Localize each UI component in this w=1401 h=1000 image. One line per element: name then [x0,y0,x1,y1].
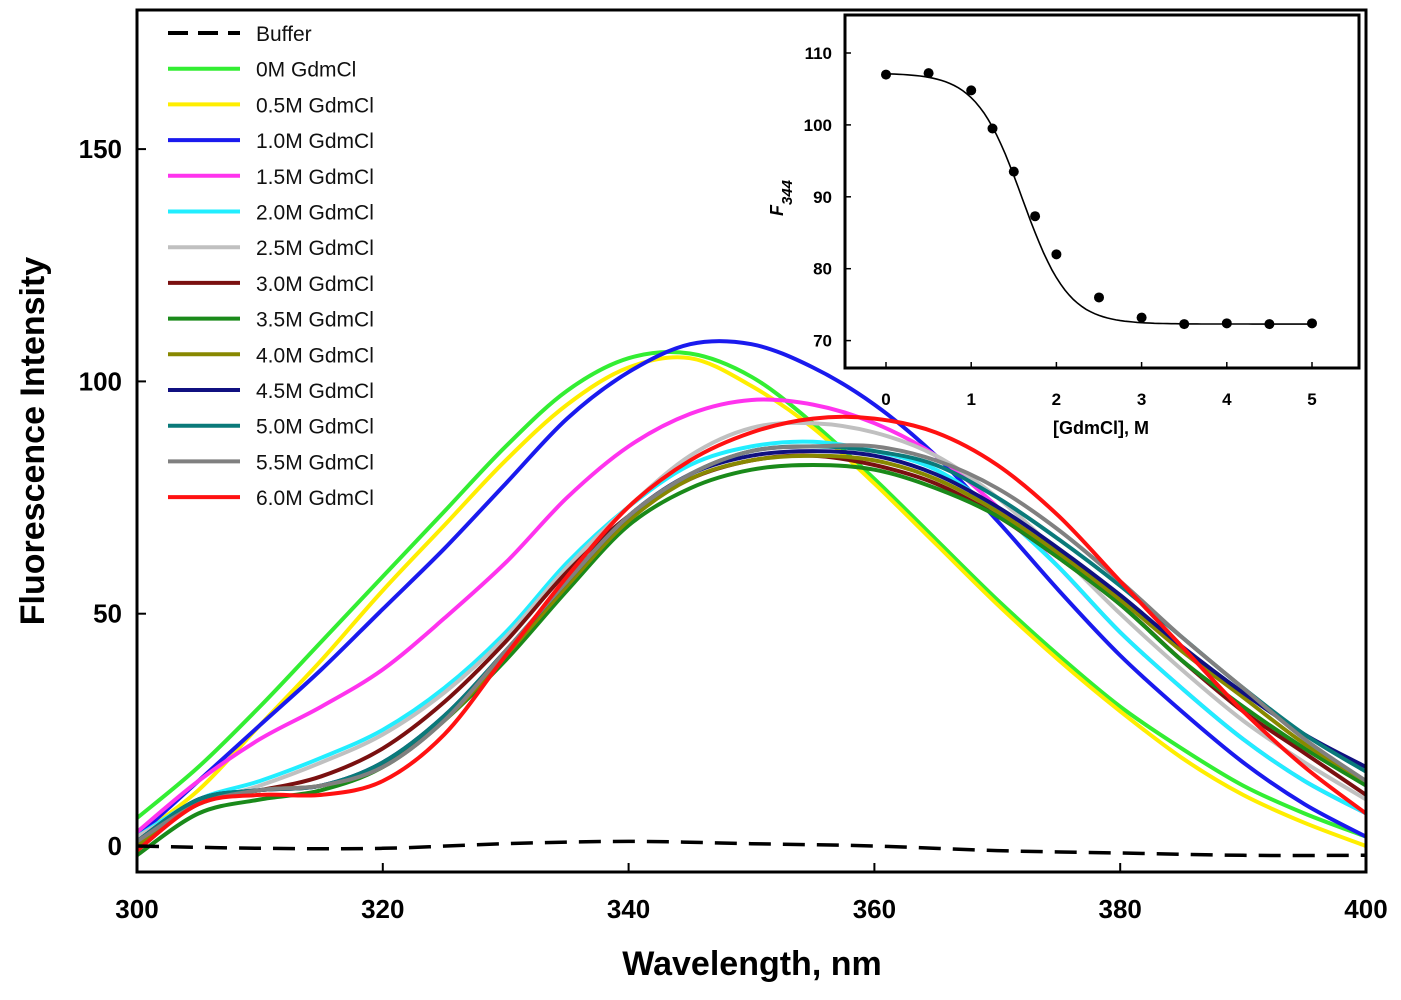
y-tick-label: 50 [93,599,122,629]
inset-y-axis-title: F344 [767,179,796,216]
inset-y-tick-label: 110 [805,44,832,63]
series-line-2 [137,355,1366,848]
inset-data-point [923,68,934,79]
inset-data-point [881,69,891,80]
inset-y-title-sub: 344 [779,179,796,205]
main-plot-frame [135,8,1368,874]
inset-y-tick-label: 80 [813,260,832,279]
inset-data-point [1008,166,1019,177]
x-tick-label: 340 [607,894,650,924]
inset-fit-line [885,73,1312,325]
legend-label: 4.5M GdmCl [256,380,374,403]
inset-data-point [1307,318,1317,329]
series-line-13 [137,414,1366,853]
legend-label: Buffer [256,23,312,46]
inset-y-title-main: F [767,204,787,216]
main-x-axis-title: Wavelength, nm [622,945,881,983]
legend-label: 1.0M GdmCl [256,130,374,153]
x-tick-label: 400 [1344,894,1387,924]
inset-y-tick-label: 90 [813,188,832,207]
series-line-3 [137,339,1366,839]
legend-label: 2.5M GdmCl [256,237,374,260]
legend: Buffer 0M GdmCl 0.5M GdmCl 1.0M GdmCl 1.5M G… [168,23,374,510]
legend-label: 3.0M GdmCl [256,273,374,296]
inset-data-point [1179,319,1190,330]
legend-label: 1.5M GdmCl [256,166,374,189]
legend-label: 2.0M GdmCl [256,202,374,225]
inset-fit-curve [885,73,1312,325]
legend-label: 6.0M GdmCl [256,487,374,510]
inset-data-point [987,123,998,134]
main-plot-series [137,339,1366,858]
x-tick-label: 320 [361,894,404,924]
inset-data-point [966,85,977,96]
x-tick-label: 380 [1099,894,1142,924]
legend-label: 5.0M GdmCl [256,416,374,439]
inset-data-point [1221,318,1232,329]
inset-axis-ticks: 0 1 2 3 4 5 70 80 90 100 110 [804,44,1317,409]
inset-x-tick-label: 2 [1052,390,1061,409]
series-line-0 [137,839,1366,858]
legend-label: 3.5M GdmCl [256,309,374,332]
series-line-5 [137,439,1366,839]
y-tick-label: 0 [108,831,122,861]
inset-data-point [1030,211,1041,222]
inset-data-point [1264,319,1275,330]
y-tick-label: 100 [79,366,122,396]
inset-data-points [881,68,1317,330]
inset-x-tick-label: 5 [1307,390,1316,409]
inset-frame [843,13,1361,370]
x-tick-label: 360 [853,894,896,924]
inset-data-point [1051,249,1062,260]
inset-x-tick-label: 1 [966,390,975,409]
legend-label: 0.5M GdmCl [256,94,374,117]
y-tick-label: 150 [79,134,122,164]
inset-x-tick-label: 3 [1137,390,1146,409]
legend-label: 0M GdmCl [256,59,356,82]
series-line-12 [137,443,1366,844]
series-line-1 [137,349,1366,839]
inset-x-tick-label: 0 [881,390,890,409]
inset-data-point [1094,292,1104,303]
series-line-6 [137,420,1366,839]
main-y-axis-title: Fluorescence Intensity [14,257,52,626]
inset-x-axis-title: [GdmCl], M [1053,418,1149,438]
inset-y-tick-label: 70 [813,332,832,351]
legend-label: 5.5M GdmCl [256,451,374,474]
x-tick-label: 300 [115,894,158,924]
inset-x-tick-label: 4 [1222,390,1232,409]
inset-data-point [1136,312,1147,323]
inset-y-tick-label: 100 [804,116,832,135]
legend-label: 4.0M GdmCl [256,344,374,367]
